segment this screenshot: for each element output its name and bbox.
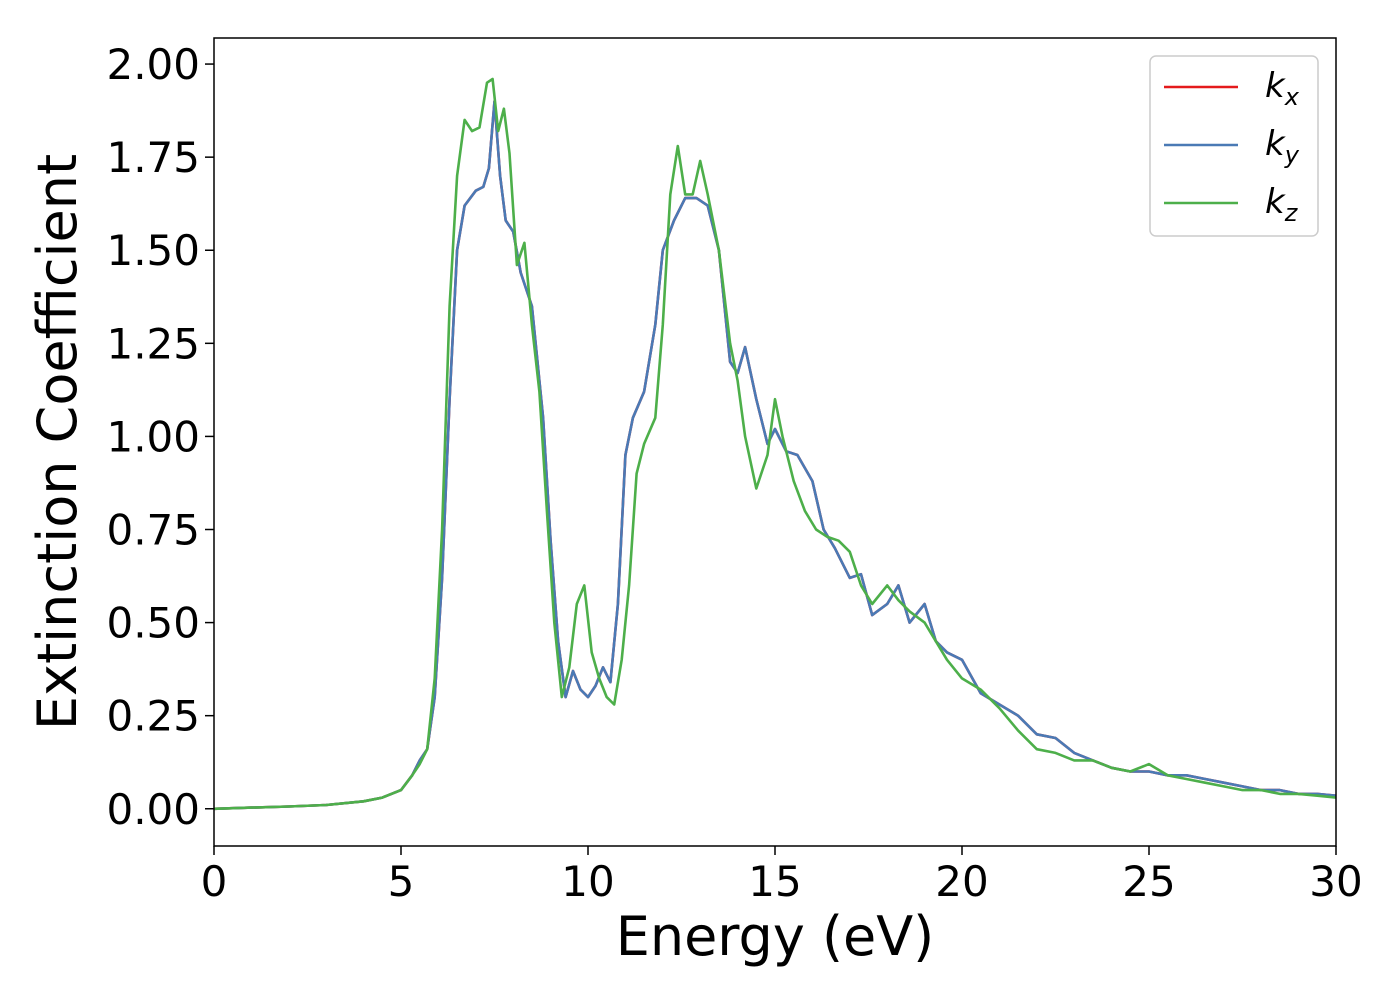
legend-label-k-y: ky — [1265, 124, 1300, 169]
x-tick-label: 30 — [1309, 857, 1362, 906]
legend-label-k-x: kx — [1265, 66, 1300, 111]
y-tick-label: 1.00 — [106, 412, 200, 461]
series-line-k-y — [214, 100, 1336, 811]
y-tick-label: 1.75 — [106, 133, 200, 182]
x-tick-label: 0 — [201, 857, 228, 906]
x-tick-label: 25 — [1122, 857, 1175, 906]
series-line-k-z — [214, 77, 1336, 811]
y-tick-label: 0.75 — [106, 506, 200, 555]
x-tick-label: 20 — [935, 857, 988, 906]
y-axis: 0.00 0.25 0.50 0.75 1.00 1.25 1.50 1.75 2.00 — [106, 40, 214, 834]
y-tick-label: 1.25 — [106, 319, 200, 368]
legend: kx ky kz — [1149, 55, 1319, 237]
y-axis-title: Extinction Coefficient — [26, 154, 89, 730]
y-tick-label: 0.50 — [106, 599, 200, 648]
x-tick-label: 10 — [561, 857, 614, 906]
x-axis-title: Energy (eV) — [616, 905, 935, 968]
y-tick-label: 1.50 — [106, 226, 200, 275]
y-tick-label: 0.00 — [106, 785, 200, 834]
x-tick-label: 15 — [748, 857, 801, 906]
series-layer — [214, 77, 1336, 811]
y-tick-label: 0.25 — [106, 692, 200, 741]
x-axis: 0 5 10 15 20 25 30 — [201, 846, 1363, 906]
legend-label-k-z: kz — [1265, 182, 1299, 227]
y-tick-label: 2.00 — [106, 40, 200, 89]
x-tick-label: 5 — [388, 857, 415, 906]
